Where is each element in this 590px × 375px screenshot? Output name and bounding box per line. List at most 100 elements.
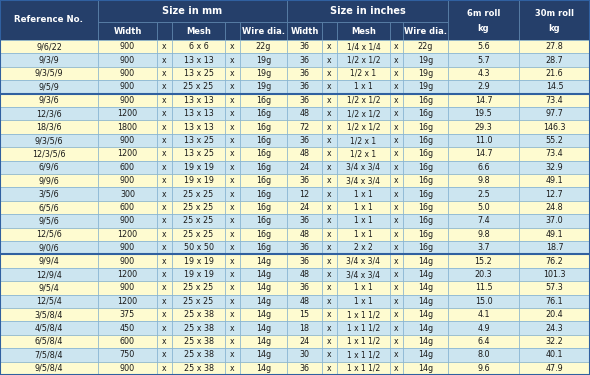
Bar (98, 241, 157, 254)
Text: 14g: 14g (418, 297, 433, 306)
Bar (225, 134, 240, 147)
Bar (448, 228, 519, 241)
Bar (172, 80, 225, 94)
Bar (98, 348, 157, 361)
Text: 300: 300 (120, 190, 135, 199)
Text: 20.4: 20.4 (546, 310, 563, 319)
Bar (403, 348, 448, 361)
Bar (448, 295, 519, 308)
Bar (287, 134, 322, 147)
Bar (322, 268, 337, 281)
Bar (403, 295, 448, 308)
Text: 16g: 16g (256, 149, 271, 158)
Bar (403, 308, 448, 321)
Bar (448, 335, 519, 348)
Text: 7/5/8/4: 7/5/8/4 (35, 350, 63, 359)
Text: 25 x 25: 25 x 25 (183, 230, 214, 239)
Bar (157, 268, 172, 281)
Bar (519, 80, 590, 94)
Text: 72: 72 (299, 123, 310, 132)
Bar (337, 281, 390, 295)
Bar (225, 335, 240, 348)
Bar (172, 228, 225, 241)
Bar (403, 228, 448, 241)
Text: x: x (394, 123, 399, 132)
Bar (448, 0, 519, 40)
Bar (98, 22, 157, 40)
Bar (0, 335, 98, 348)
Bar (287, 160, 322, 174)
Text: 13 x 13: 13 x 13 (183, 123, 214, 132)
Text: x: x (327, 109, 332, 118)
Text: 12/9/4: 12/9/4 (36, 270, 62, 279)
Text: 3/4 x 3/4: 3/4 x 3/4 (346, 270, 381, 279)
Bar (448, 254, 519, 268)
Bar (448, 281, 519, 295)
Text: Width: Width (290, 27, 319, 36)
Bar (172, 160, 225, 174)
Text: 1200: 1200 (117, 230, 137, 239)
Bar (390, 174, 403, 188)
Text: 14g: 14g (256, 350, 271, 359)
Bar (448, 80, 519, 94)
Bar (287, 174, 322, 188)
Text: x: x (327, 243, 332, 252)
Text: 14g: 14g (418, 256, 433, 265)
Text: 19g: 19g (418, 56, 433, 64)
Bar (157, 22, 172, 40)
Text: x: x (394, 190, 399, 199)
Bar (448, 308, 519, 321)
Text: 30: 30 (300, 350, 310, 359)
Bar (240, 160, 287, 174)
Text: 36: 36 (300, 136, 310, 145)
Text: x: x (327, 69, 332, 78)
Text: x: x (327, 149, 332, 158)
Bar (0, 120, 98, 134)
Bar (390, 147, 403, 160)
Text: 14g: 14g (256, 256, 271, 265)
Text: 36: 36 (300, 56, 310, 64)
Bar (287, 362, 322, 375)
Bar (0, 80, 98, 94)
Text: 55.2: 55.2 (546, 136, 563, 145)
Bar (322, 134, 337, 147)
Text: x: x (230, 69, 235, 78)
Text: 15.0: 15.0 (475, 297, 492, 306)
Text: 36: 36 (300, 364, 310, 373)
Bar (287, 201, 322, 214)
Text: Size in inches: Size in inches (330, 6, 405, 16)
Bar (240, 228, 287, 241)
Bar (287, 268, 322, 281)
Bar (0, 160, 98, 174)
Text: x: x (230, 123, 235, 132)
Text: x: x (230, 136, 235, 145)
Bar (519, 134, 590, 147)
Text: 25 x 38: 25 x 38 (183, 364, 214, 373)
Bar (322, 241, 337, 254)
Bar (172, 67, 225, 80)
Text: x: x (162, 203, 167, 212)
Bar (225, 160, 240, 174)
Text: 16g: 16g (418, 149, 433, 158)
Text: 36: 36 (300, 243, 310, 252)
Bar (225, 241, 240, 254)
Bar (225, 201, 240, 214)
Text: Mesh: Mesh (351, 27, 376, 36)
Text: 20.3: 20.3 (475, 270, 492, 279)
Bar (0, 188, 98, 201)
Text: x: x (394, 364, 399, 373)
Bar (403, 147, 448, 160)
Bar (157, 120, 172, 134)
Text: x: x (327, 56, 332, 64)
Bar (0, 53, 98, 67)
Bar (448, 348, 519, 361)
Text: 49.1: 49.1 (546, 230, 563, 239)
Text: 1 x 1: 1 x 1 (354, 216, 373, 225)
Bar (322, 228, 337, 241)
Text: 1/2 x 1/2: 1/2 x 1/2 (347, 123, 380, 132)
Text: 750: 750 (120, 350, 135, 359)
Bar (240, 362, 287, 375)
Text: 76.1: 76.1 (546, 297, 563, 306)
Text: x: x (230, 230, 235, 239)
Text: 3/5/6: 3/5/6 (39, 190, 60, 199)
